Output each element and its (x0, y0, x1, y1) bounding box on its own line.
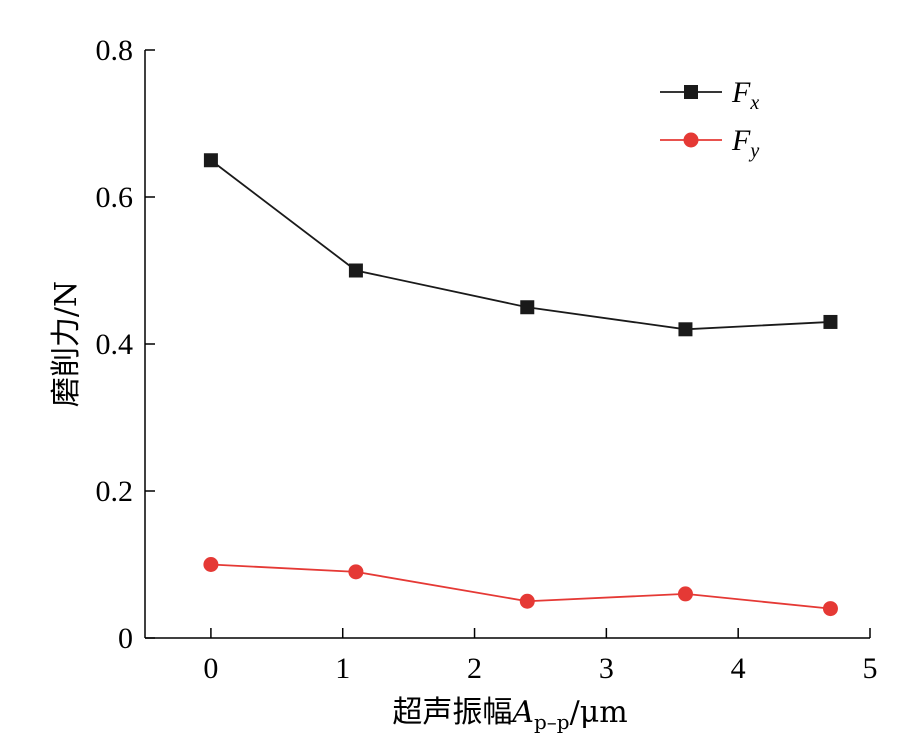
y-tick-label: 0.2 (96, 475, 134, 508)
data-point-fy (203, 557, 219, 572)
legend: Fx Fy (660, 76, 759, 162)
data-point-fx (678, 322, 693, 337)
axes (144, 50, 870, 639)
x-tick-label: 3 (599, 652, 614, 685)
x-tick-label: 0 (203, 652, 218, 685)
y-tick-label: 0 (118, 622, 133, 655)
legend-marker-fx (684, 85, 698, 99)
x-tick-label: 5 (863, 652, 878, 685)
legend-label-fx: Fx (731, 76, 759, 114)
x-axis-label: 超声振幅Ap–p/μm (392, 695, 627, 734)
series-lines (210, 159, 831, 610)
y-tick-label: 0.8 (96, 34, 134, 67)
x-axis-label-sub: p–p (534, 710, 570, 734)
x-axis-label-var: A (509, 695, 534, 730)
x-axis-label-unit: /μm (570, 695, 628, 730)
data-point-fy (677, 586, 693, 602)
data-point-fy (348, 564, 364, 580)
x-tick-label: 4 (731, 652, 746, 685)
markers (203, 153, 838, 617)
y-tick-label: 0.6 (96, 181, 134, 214)
data-point-fx (520, 300, 535, 315)
x-tick-label: 1 (335, 652, 350, 685)
data-point-fy (822, 601, 838, 617)
x-axis-label-main: 超声振幅 (392, 695, 512, 730)
data-point-fx (823, 314, 838, 329)
y-axis-label: 磨削力/N (49, 281, 84, 407)
data-point-fx (348, 263, 363, 278)
legend-marker-fy (683, 132, 699, 148)
ticks: 0 0.2 0.4 0.6 0.8 0 1 2 3 4 5 (96, 34, 878, 685)
data-point-fx (203, 153, 218, 168)
legend-label-fy: Fy (731, 124, 759, 162)
x-tick-label: 2 (467, 652, 482, 685)
y-tick-label: 0.4 (96, 328, 134, 361)
data-point-fy (519, 593, 535, 609)
